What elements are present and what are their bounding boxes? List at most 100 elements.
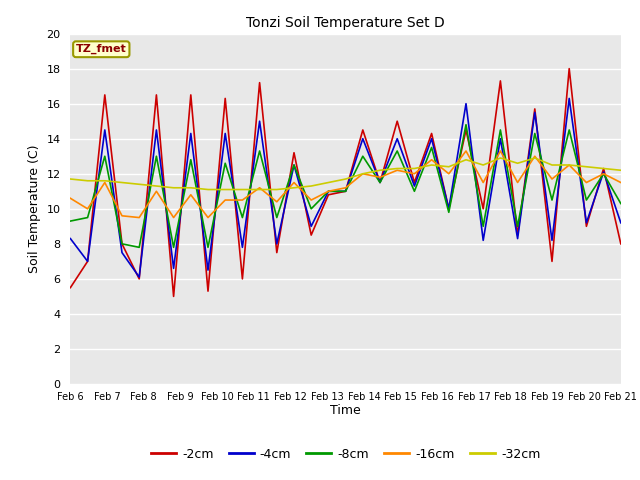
-2cm bbox=[239, 276, 246, 282]
-32cm bbox=[394, 166, 401, 171]
Line: -32cm: -32cm bbox=[70, 158, 621, 190]
-32cm bbox=[152, 183, 160, 189]
-8cm bbox=[152, 154, 160, 159]
-32cm bbox=[376, 168, 384, 173]
-8cm bbox=[256, 148, 264, 154]
-4cm bbox=[239, 244, 246, 250]
-8cm bbox=[514, 223, 522, 229]
-4cm bbox=[170, 265, 177, 271]
-4cm bbox=[273, 241, 280, 247]
-8cm bbox=[136, 244, 143, 250]
-4cm bbox=[548, 238, 556, 243]
-32cm bbox=[582, 164, 590, 169]
-16cm bbox=[548, 176, 556, 182]
-2cm bbox=[307, 232, 315, 238]
-16cm bbox=[497, 148, 504, 154]
-32cm bbox=[462, 157, 470, 163]
-4cm bbox=[445, 206, 452, 212]
-2cm bbox=[342, 188, 349, 194]
-8cm bbox=[204, 244, 212, 250]
-8cm bbox=[273, 215, 280, 220]
-4cm bbox=[394, 136, 401, 142]
-8cm bbox=[428, 144, 435, 150]
-4cm bbox=[342, 188, 349, 194]
-4cm bbox=[376, 180, 384, 185]
-32cm bbox=[497, 155, 504, 161]
-8cm bbox=[462, 122, 470, 128]
-16cm bbox=[394, 168, 401, 173]
-4cm bbox=[462, 101, 470, 107]
-32cm bbox=[170, 185, 177, 191]
-2cm bbox=[136, 276, 143, 282]
-8cm bbox=[101, 154, 109, 159]
-16cm bbox=[462, 148, 470, 154]
-16cm bbox=[531, 154, 539, 159]
-32cm bbox=[239, 187, 246, 192]
-4cm bbox=[136, 274, 143, 280]
-16cm bbox=[239, 197, 246, 203]
-2cm bbox=[548, 258, 556, 264]
-32cm bbox=[101, 178, 109, 184]
-4cm bbox=[118, 250, 126, 255]
-4cm bbox=[187, 131, 195, 136]
-4cm bbox=[84, 258, 92, 264]
-4cm bbox=[600, 169, 607, 175]
-4cm bbox=[101, 127, 109, 133]
-32cm bbox=[221, 187, 229, 192]
-2cm bbox=[428, 131, 435, 136]
-32cm bbox=[290, 185, 298, 191]
-16cm bbox=[273, 199, 280, 204]
-4cm bbox=[256, 118, 264, 124]
-32cm bbox=[617, 168, 625, 173]
-8cm bbox=[411, 188, 419, 194]
-8cm bbox=[582, 197, 590, 203]
-8cm bbox=[324, 188, 332, 194]
-32cm bbox=[411, 166, 419, 171]
-32cm bbox=[256, 187, 264, 192]
-32cm bbox=[118, 180, 126, 185]
-2cm bbox=[531, 106, 539, 112]
-2cm bbox=[359, 127, 367, 133]
-16cm bbox=[565, 162, 573, 168]
-16cm bbox=[187, 192, 195, 198]
-2cm bbox=[565, 66, 573, 72]
-4cm bbox=[411, 183, 419, 189]
-2cm bbox=[273, 250, 280, 255]
-16cm bbox=[428, 157, 435, 163]
-16cm bbox=[290, 180, 298, 185]
-16cm bbox=[152, 188, 160, 194]
-2cm bbox=[67, 285, 74, 290]
-4cm bbox=[152, 127, 160, 133]
Title: Tonzi Soil Temperature Set D: Tonzi Soil Temperature Set D bbox=[246, 16, 445, 30]
-16cm bbox=[136, 215, 143, 220]
Line: -16cm: -16cm bbox=[70, 151, 621, 217]
-4cm bbox=[290, 162, 298, 168]
-16cm bbox=[411, 171, 419, 177]
-4cm bbox=[582, 220, 590, 226]
-32cm bbox=[548, 162, 556, 168]
-32cm bbox=[307, 183, 315, 189]
-16cm bbox=[582, 180, 590, 185]
-16cm bbox=[204, 215, 212, 220]
-16cm bbox=[617, 180, 625, 185]
-32cm bbox=[324, 180, 332, 185]
-8cm bbox=[376, 180, 384, 185]
-2cm bbox=[221, 96, 229, 101]
-2cm bbox=[152, 92, 160, 98]
-8cm bbox=[531, 131, 539, 136]
-8cm bbox=[548, 197, 556, 203]
-32cm bbox=[428, 162, 435, 168]
-4cm bbox=[359, 136, 367, 142]
-8cm bbox=[307, 206, 315, 212]
-2cm bbox=[170, 293, 177, 300]
-32cm bbox=[359, 171, 367, 177]
-2cm bbox=[101, 92, 109, 98]
-2cm bbox=[187, 92, 195, 98]
-16cm bbox=[342, 185, 349, 191]
-2cm bbox=[497, 78, 504, 84]
-8cm bbox=[187, 157, 195, 163]
-2cm bbox=[84, 258, 92, 264]
-8cm bbox=[394, 148, 401, 154]
-16cm bbox=[514, 180, 522, 185]
Line: -2cm: -2cm bbox=[70, 69, 621, 296]
